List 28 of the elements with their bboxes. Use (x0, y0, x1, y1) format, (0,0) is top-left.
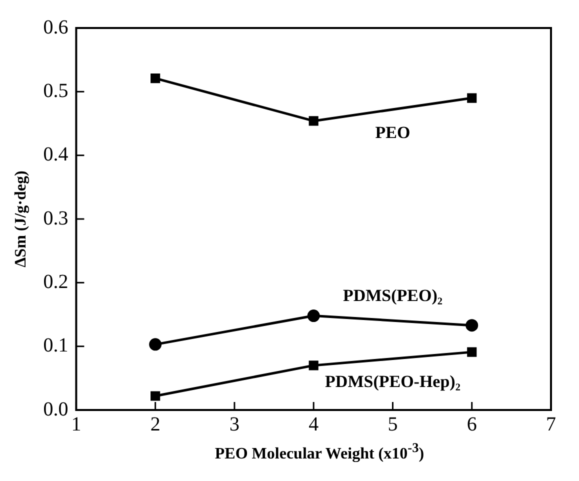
x-tick-label: 3 (229, 413, 240, 436)
y-axis-title: ΔSm (J/g·deg) (12, 170, 30, 268)
y-tick-label: 0.1 (43, 334, 68, 357)
point (149, 338, 162, 351)
x-tick-label: 4 (308, 413, 319, 436)
y-tick-label: 0.4 (43, 144, 68, 166)
x-tick-label: 1 (71, 413, 82, 436)
y-tick-label: 0.2 (43, 270, 68, 293)
x-tick-label: 7 (546, 413, 556, 436)
y-tick-label: 0.0 (43, 398, 68, 420)
point (150, 391, 160, 401)
x-axis-title: PEO Molecular Weight (x10$^{-3}$) (214, 440, 426, 464)
y-tick-label: 0.3 (43, 207, 68, 230)
x-tick-label: 6 (466, 413, 477, 436)
series-label: PDMS(PEO-Hep)₂ (325, 372, 460, 392)
series-label: PEO (375, 122, 410, 142)
series-label: PDMS(PEO)₂ (342, 286, 442, 305)
point (150, 74, 160, 84)
point (308, 360, 318, 370)
point (467, 93, 477, 103)
y-tick-label: 0.5 (43, 80, 68, 102)
point (307, 310, 320, 322)
y-tick-label: 0.6 (43, 16, 68, 38)
x-tick-label: 5 (388, 413, 398, 436)
point (308, 116, 318, 126)
x-tick-label: 2 (150, 413, 160, 436)
point (466, 319, 478, 332)
point (467, 347, 477, 357)
